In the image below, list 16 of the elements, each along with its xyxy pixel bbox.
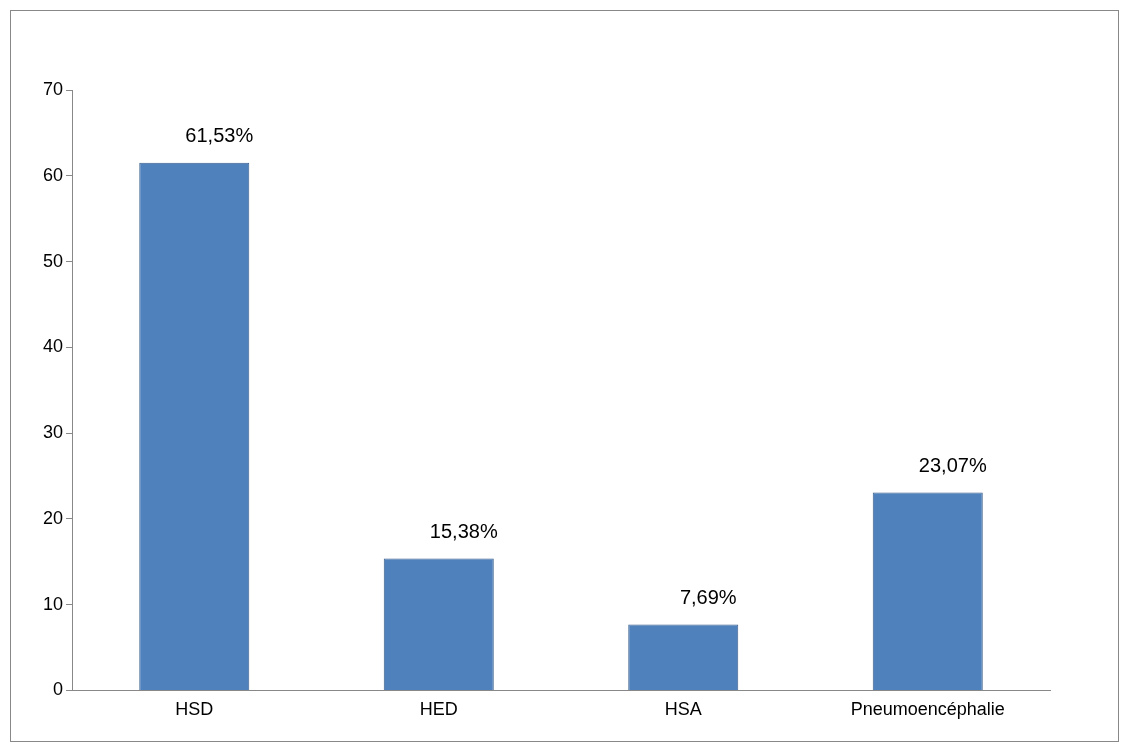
data-label: 23,07%: [918, 454, 987, 477]
y-tick-label: 40: [42, 336, 64, 357]
y-tick-label: 70: [42, 78, 64, 99]
y-tick-label: 50: [42, 250, 64, 271]
data-label: 7,69%: [679, 585, 737, 608]
data-label: 15,38%: [429, 520, 498, 542]
y-tick-label: 30: [42, 422, 64, 443]
y-tick-label: 20: [42, 507, 64, 528]
data-label: 61,53%: [185, 124, 254, 147]
y-tick-label: 10: [42, 593, 64, 614]
x-tick-label: HSD: [175, 699, 214, 720]
y-tick-label: 0: [53, 679, 64, 700]
y-tick-label: 60: [42, 164, 64, 185]
x-tick-label: HED: [419, 699, 458, 720]
x-tick-label: Pneumoencéphalie: [850, 699, 1005, 720]
x-tick-label: HSA: [664, 699, 702, 720]
